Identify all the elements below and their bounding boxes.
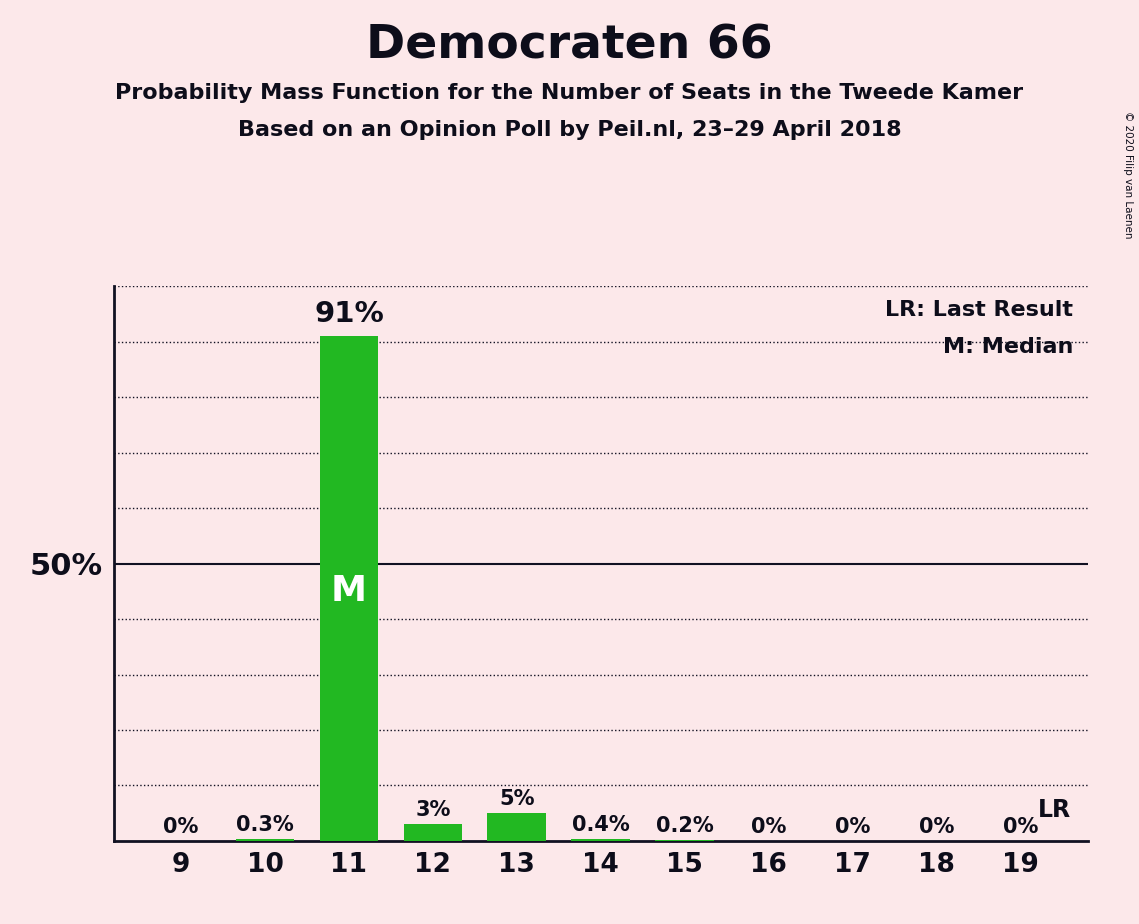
Text: LR: Last Result: LR: Last Result [885, 300, 1073, 321]
Text: 0.3%: 0.3% [236, 815, 294, 835]
Bar [320, 336, 378, 841]
Text: 0%: 0% [751, 817, 786, 837]
Text: Probability Mass Function for the Number of Seats in the Tweede Kamer: Probability Mass Function for the Number… [115, 83, 1024, 103]
Text: 0%: 0% [1003, 817, 1039, 837]
Text: © 2020 Filip van Laenen: © 2020 Filip van Laenen [1123, 111, 1133, 238]
Text: M: M [331, 575, 367, 608]
Text: 0%: 0% [835, 817, 870, 837]
Text: 5%: 5% [499, 789, 534, 809]
Text: 0%: 0% [919, 817, 954, 837]
Text: LR: LR [1038, 798, 1071, 822]
Text: Based on an Opinion Poll by Peil.nl, 23–29 April 2018: Based on an Opinion Poll by Peil.nl, 23–… [238, 120, 901, 140]
Bar [236, 839, 294, 841]
Text: 0.2%: 0.2% [656, 816, 714, 836]
Text: M: Median: M: Median [943, 337, 1073, 358]
Text: 91%: 91% [314, 300, 384, 328]
Text: 0.4%: 0.4% [572, 815, 630, 834]
Bar [572, 839, 630, 841]
Bar [487, 813, 547, 841]
Bar [655, 840, 714, 841]
Text: 0%: 0% [163, 817, 198, 837]
Text: 3%: 3% [416, 800, 451, 821]
Bar [403, 824, 462, 841]
Text: Democraten 66: Democraten 66 [366, 23, 773, 68]
